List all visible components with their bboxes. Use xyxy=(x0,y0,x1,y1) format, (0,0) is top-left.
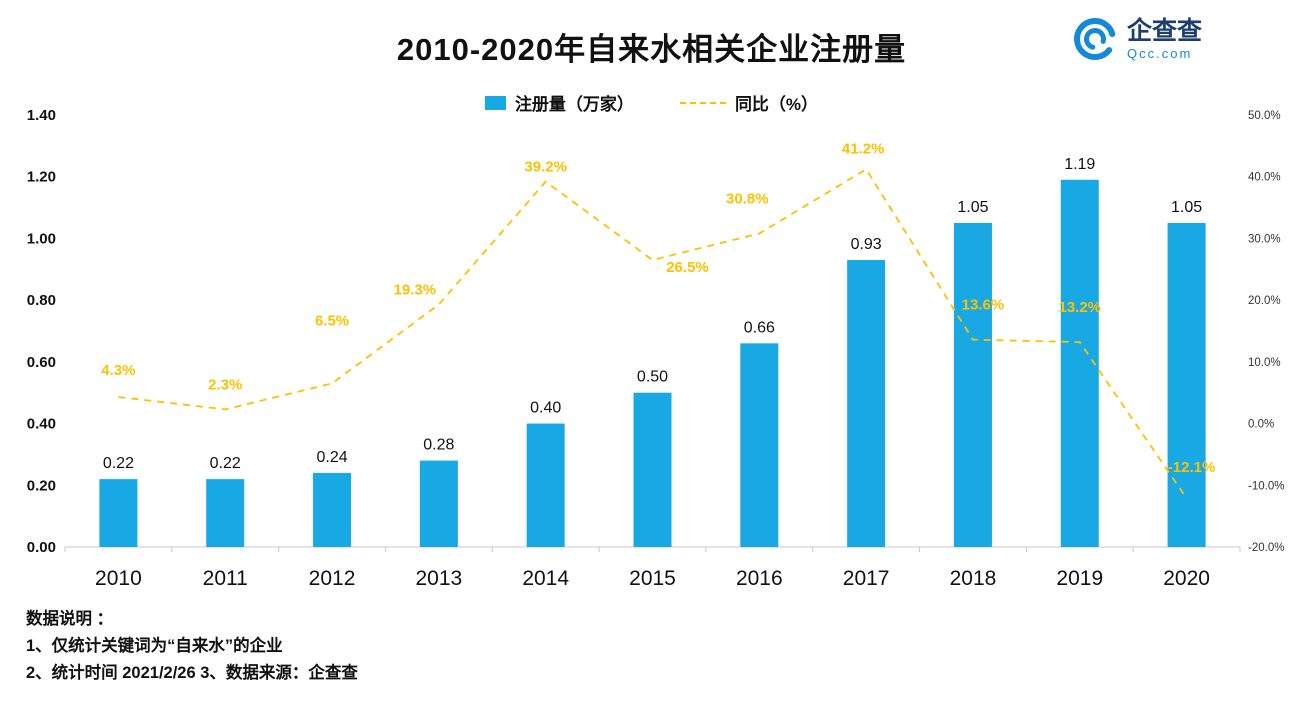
bar-value-label: 0.93 xyxy=(851,236,882,253)
x-axis-label: 2017 xyxy=(843,567,890,590)
bar-2013 xyxy=(419,460,458,547)
x-axis-label: 2018 xyxy=(950,567,997,590)
x-axis-label: 2012 xyxy=(309,567,356,590)
left-axis-tick: 1.00 xyxy=(27,230,56,247)
yoy-value-label: 13.6% xyxy=(962,297,1005,314)
right-axis-tick: 10.0% xyxy=(1248,357,1281,369)
bar-value-label: 1.19 xyxy=(1064,156,1095,173)
bar-value-label: 0.24 xyxy=(316,449,347,466)
bar-2019 xyxy=(1060,179,1099,548)
bar-swatch-icon xyxy=(484,95,506,110)
x-axis-label: 2013 xyxy=(416,567,463,590)
bar-2011 xyxy=(206,479,245,547)
legend-label-bars: 注册量（万家） xyxy=(514,95,634,114)
legend-label-line: 同比（%） xyxy=(734,95,819,114)
x-axis-label: 2020 xyxy=(1163,567,1210,590)
yoy-value-label: 41.2% xyxy=(842,140,885,157)
yoy-value-label: -12.1% xyxy=(1168,459,1216,476)
left-axis-tick: 0.20 xyxy=(27,477,56,494)
bar-value-label: 0.22 xyxy=(103,455,134,472)
chart-title: 2010-2020年自来水相关企业注册量 xyxy=(396,32,907,67)
bar-value-label: 0.50 xyxy=(637,369,668,386)
bar-2020 xyxy=(1167,223,1206,547)
yoy-value-label: 19.3% xyxy=(394,281,437,298)
right-axis-tick: 40.0% xyxy=(1248,172,1281,184)
x-axis-label: 2015 xyxy=(629,567,676,590)
x-axis-label: 2010 xyxy=(95,567,142,590)
note-line-2: 2、统计时间 2021/2/26 3、数据来源：企查查 xyxy=(26,664,358,682)
legend-item-bars: 注册量（万家） xyxy=(484,90,634,115)
bar-2016 xyxy=(740,343,779,547)
bar-value-label: 0.66 xyxy=(744,319,775,336)
yoy-value-label: 30.8% xyxy=(726,190,769,207)
right-axis-tick: 0.0% xyxy=(1248,419,1274,431)
qcc-logo-icon xyxy=(1074,18,1116,60)
x-axis-label: 2016 xyxy=(736,567,783,590)
bar-value-label: 1.05 xyxy=(1171,199,1202,216)
qcc-logo-domain: Qcc.com xyxy=(1127,45,1193,61)
yoy-value-label: 4.3% xyxy=(101,362,135,379)
left-axis-tick: 1.40 xyxy=(27,107,56,124)
bar-2018 xyxy=(953,223,992,547)
x-axis-label: 2019 xyxy=(1056,567,1103,590)
bar-value-label: 0.22 xyxy=(210,455,241,472)
note-line-1: 1、仅统计关键词为“自来水”的企业 xyxy=(26,637,283,655)
x-axis-label: 2011 xyxy=(203,567,248,590)
right-axis-tick: 50.0% xyxy=(1248,110,1281,122)
bar-value-label: 1.05 xyxy=(957,199,988,216)
bar-2010 xyxy=(99,479,138,547)
yoy-value-label: 39.2% xyxy=(524,159,567,176)
yoy-value-label: 13.2% xyxy=(1058,299,1101,316)
bar-value-label: 0.40 xyxy=(530,400,561,417)
note-heading: 数据说明 ： xyxy=(26,610,114,628)
yoy-value-label: 26.5% xyxy=(666,259,709,276)
bar-2017 xyxy=(847,260,886,547)
yoy-value-label: 6.5% xyxy=(315,312,349,329)
data-notes: 数据说明 ： 1、仅统计关键词为“自来水”的企业 2、统计时间 2021/2/2… xyxy=(26,606,358,687)
bar-value-label: 0.28 xyxy=(423,437,454,454)
yoy-value-label: 2.3% xyxy=(208,376,242,393)
left-axis-tick: 0.60 xyxy=(27,354,56,371)
chart-legend: 注册量（万家） 同比（%） xyxy=(0,90,1303,115)
right-axis-tick: 30.0% xyxy=(1248,233,1281,245)
left-axis-tick: 1.20 xyxy=(27,169,56,186)
right-axis-tick: -20.0% xyxy=(1248,542,1284,554)
right-axis-tick: 20.0% xyxy=(1248,295,1281,307)
bar-2015 xyxy=(633,392,672,547)
chart-plot-area: 0.00 0.20 0.40 0.60 0.80 1.00 1.20 1.40 -20.0% -1… xyxy=(27,107,1285,590)
left-axis-tick: 0.80 xyxy=(27,292,56,309)
qcc-logo-name: 企查查 xyxy=(1127,16,1203,45)
legend-item-line: 同比（%） xyxy=(679,90,819,115)
qcc-logo-text: 企查查 Qcc.com xyxy=(1127,18,1202,61)
qcc-logo: 企查查 Qcc.com xyxy=(1072,16,1202,62)
left-axis-tick: 0.40 xyxy=(27,416,56,433)
right-axis-tick: -10.0% xyxy=(1248,480,1284,492)
x-axis-label: 2014 xyxy=(522,567,569,590)
left-axis-tick: 0.00 xyxy=(27,539,56,556)
bar-2014 xyxy=(526,423,565,547)
bar-2012 xyxy=(313,472,352,547)
dashed-line-swatch-icon xyxy=(679,101,726,104)
